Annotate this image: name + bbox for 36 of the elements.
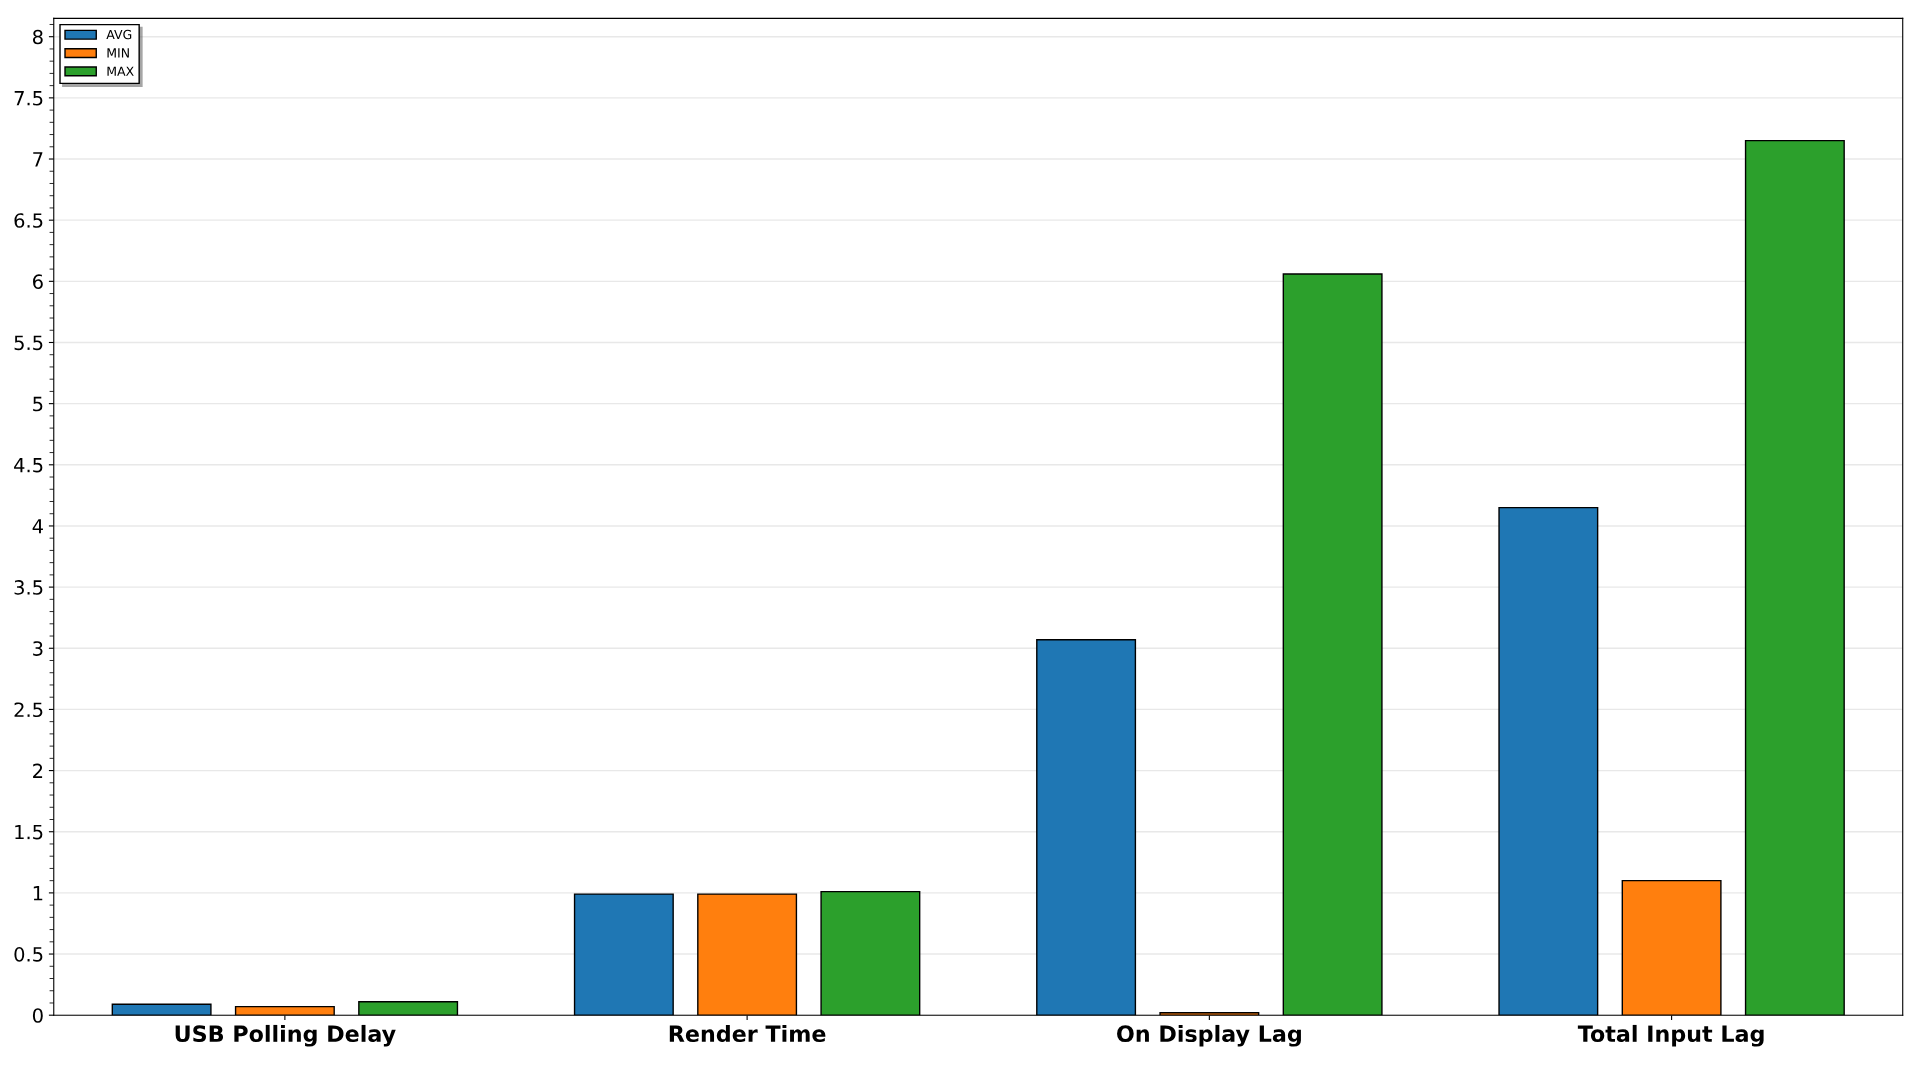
bar	[820, 890, 921, 1016]
y-tick-label: 0	[32, 1008, 43, 1023]
x-tick-label: USB Polling Delay	[175, 1024, 396, 1047]
y-tick-label: 6	[33, 274, 43, 289]
y-tick-label: 1	[33, 886, 43, 901]
bar	[1498, 506, 1599, 1016]
y-tick-label: 0.5	[14, 947, 43, 962]
y-tick-label: 2.5	[14, 702, 43, 718]
bar	[1282, 273, 1383, 1016]
bar	[111, 1003, 212, 1016]
y-tick-label: 7	[33, 152, 43, 167]
x-tick-label: Render Time	[669, 1024, 826, 1043]
x-tick-label: Total Input Lag	[1577, 1024, 1764, 1047]
y-tick-label: 6.5	[14, 213, 43, 228]
bar	[1036, 639, 1137, 1016]
y-tick-label: 3.5	[14, 580, 43, 595]
bar	[697, 893, 798, 1016]
bar	[234, 1005, 335, 1016]
y-tick-label: 5	[33, 396, 43, 412]
legend-label: AVG	[106, 29, 132, 40]
bar	[1159, 1012, 1260, 1016]
bar	[1744, 139, 1845, 1016]
y-tick-label: 2	[33, 763, 43, 778]
x-tick-label: On Display Lag	[1117, 1024, 1301, 1047]
legend-label: MAX	[107, 66, 134, 76]
bar	[573, 893, 674, 1016]
y-tick-label: 5.5	[14, 335, 43, 351]
legend-label: MIN	[107, 48, 129, 58]
y-tick-label: 8	[32, 29, 43, 45]
bar	[358, 1001, 459, 1016]
bar	[1621, 879, 1722, 1016]
y-tick-label: 1.5	[15, 824, 43, 840]
y-tick-label: 4	[32, 519, 43, 534]
y-tick-label: 3	[33, 641, 43, 656]
y-tick-label: 4.5	[14, 458, 43, 473]
y-tick-label: 7.5	[14, 91, 43, 106]
